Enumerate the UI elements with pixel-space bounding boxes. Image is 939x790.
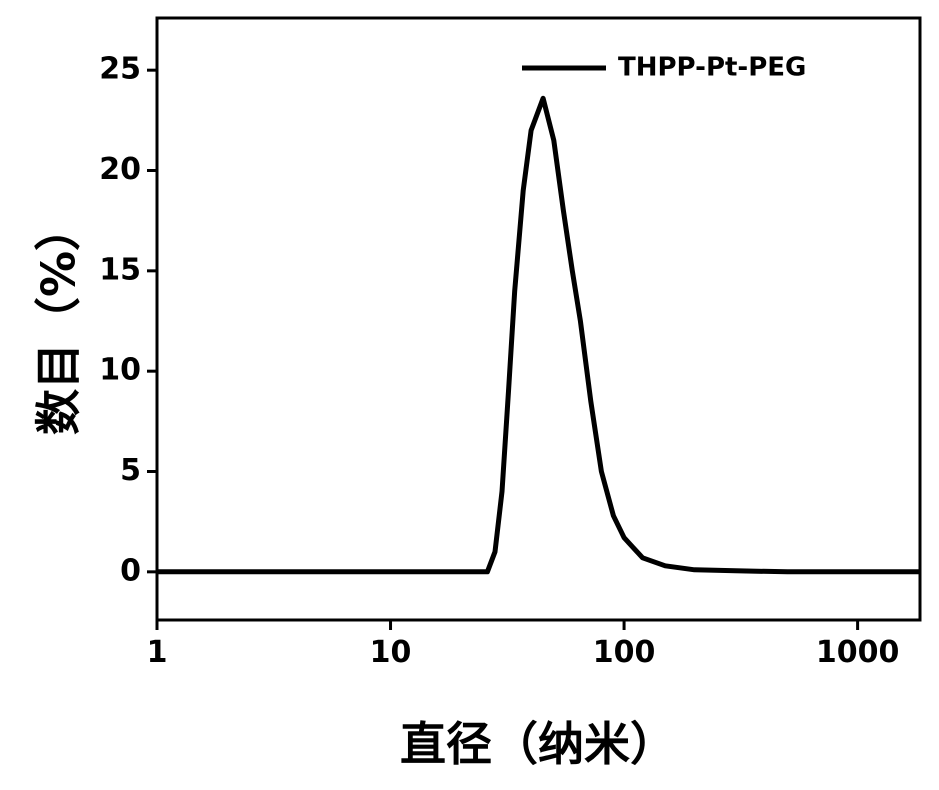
y-tick-label: 20 — [99, 152, 141, 187]
y-axis-label: 数目（%） — [32, 205, 86, 435]
y-tick-label: 10 — [99, 353, 141, 388]
x-tick-label: 1 — [147, 635, 168, 670]
x-axis-label: 直径（纳米） — [400, 717, 676, 771]
legend-label: THPP-Pt-PEG — [618, 53, 806, 83]
y-tick-label: 0 — [120, 553, 141, 588]
plot-frame — [155, 16, 922, 622]
y-tick-label: 15 — [99, 252, 141, 287]
data-line — [157, 95, 920, 575]
y-tick-label: 5 — [120, 453, 141, 488]
x-tick-label: 10 — [370, 635, 412, 670]
x-tick-label: 1000 — [816, 635, 900, 670]
x-tick-label: 100 — [593, 635, 656, 670]
y-tick-label: 25 — [99, 52, 141, 87]
